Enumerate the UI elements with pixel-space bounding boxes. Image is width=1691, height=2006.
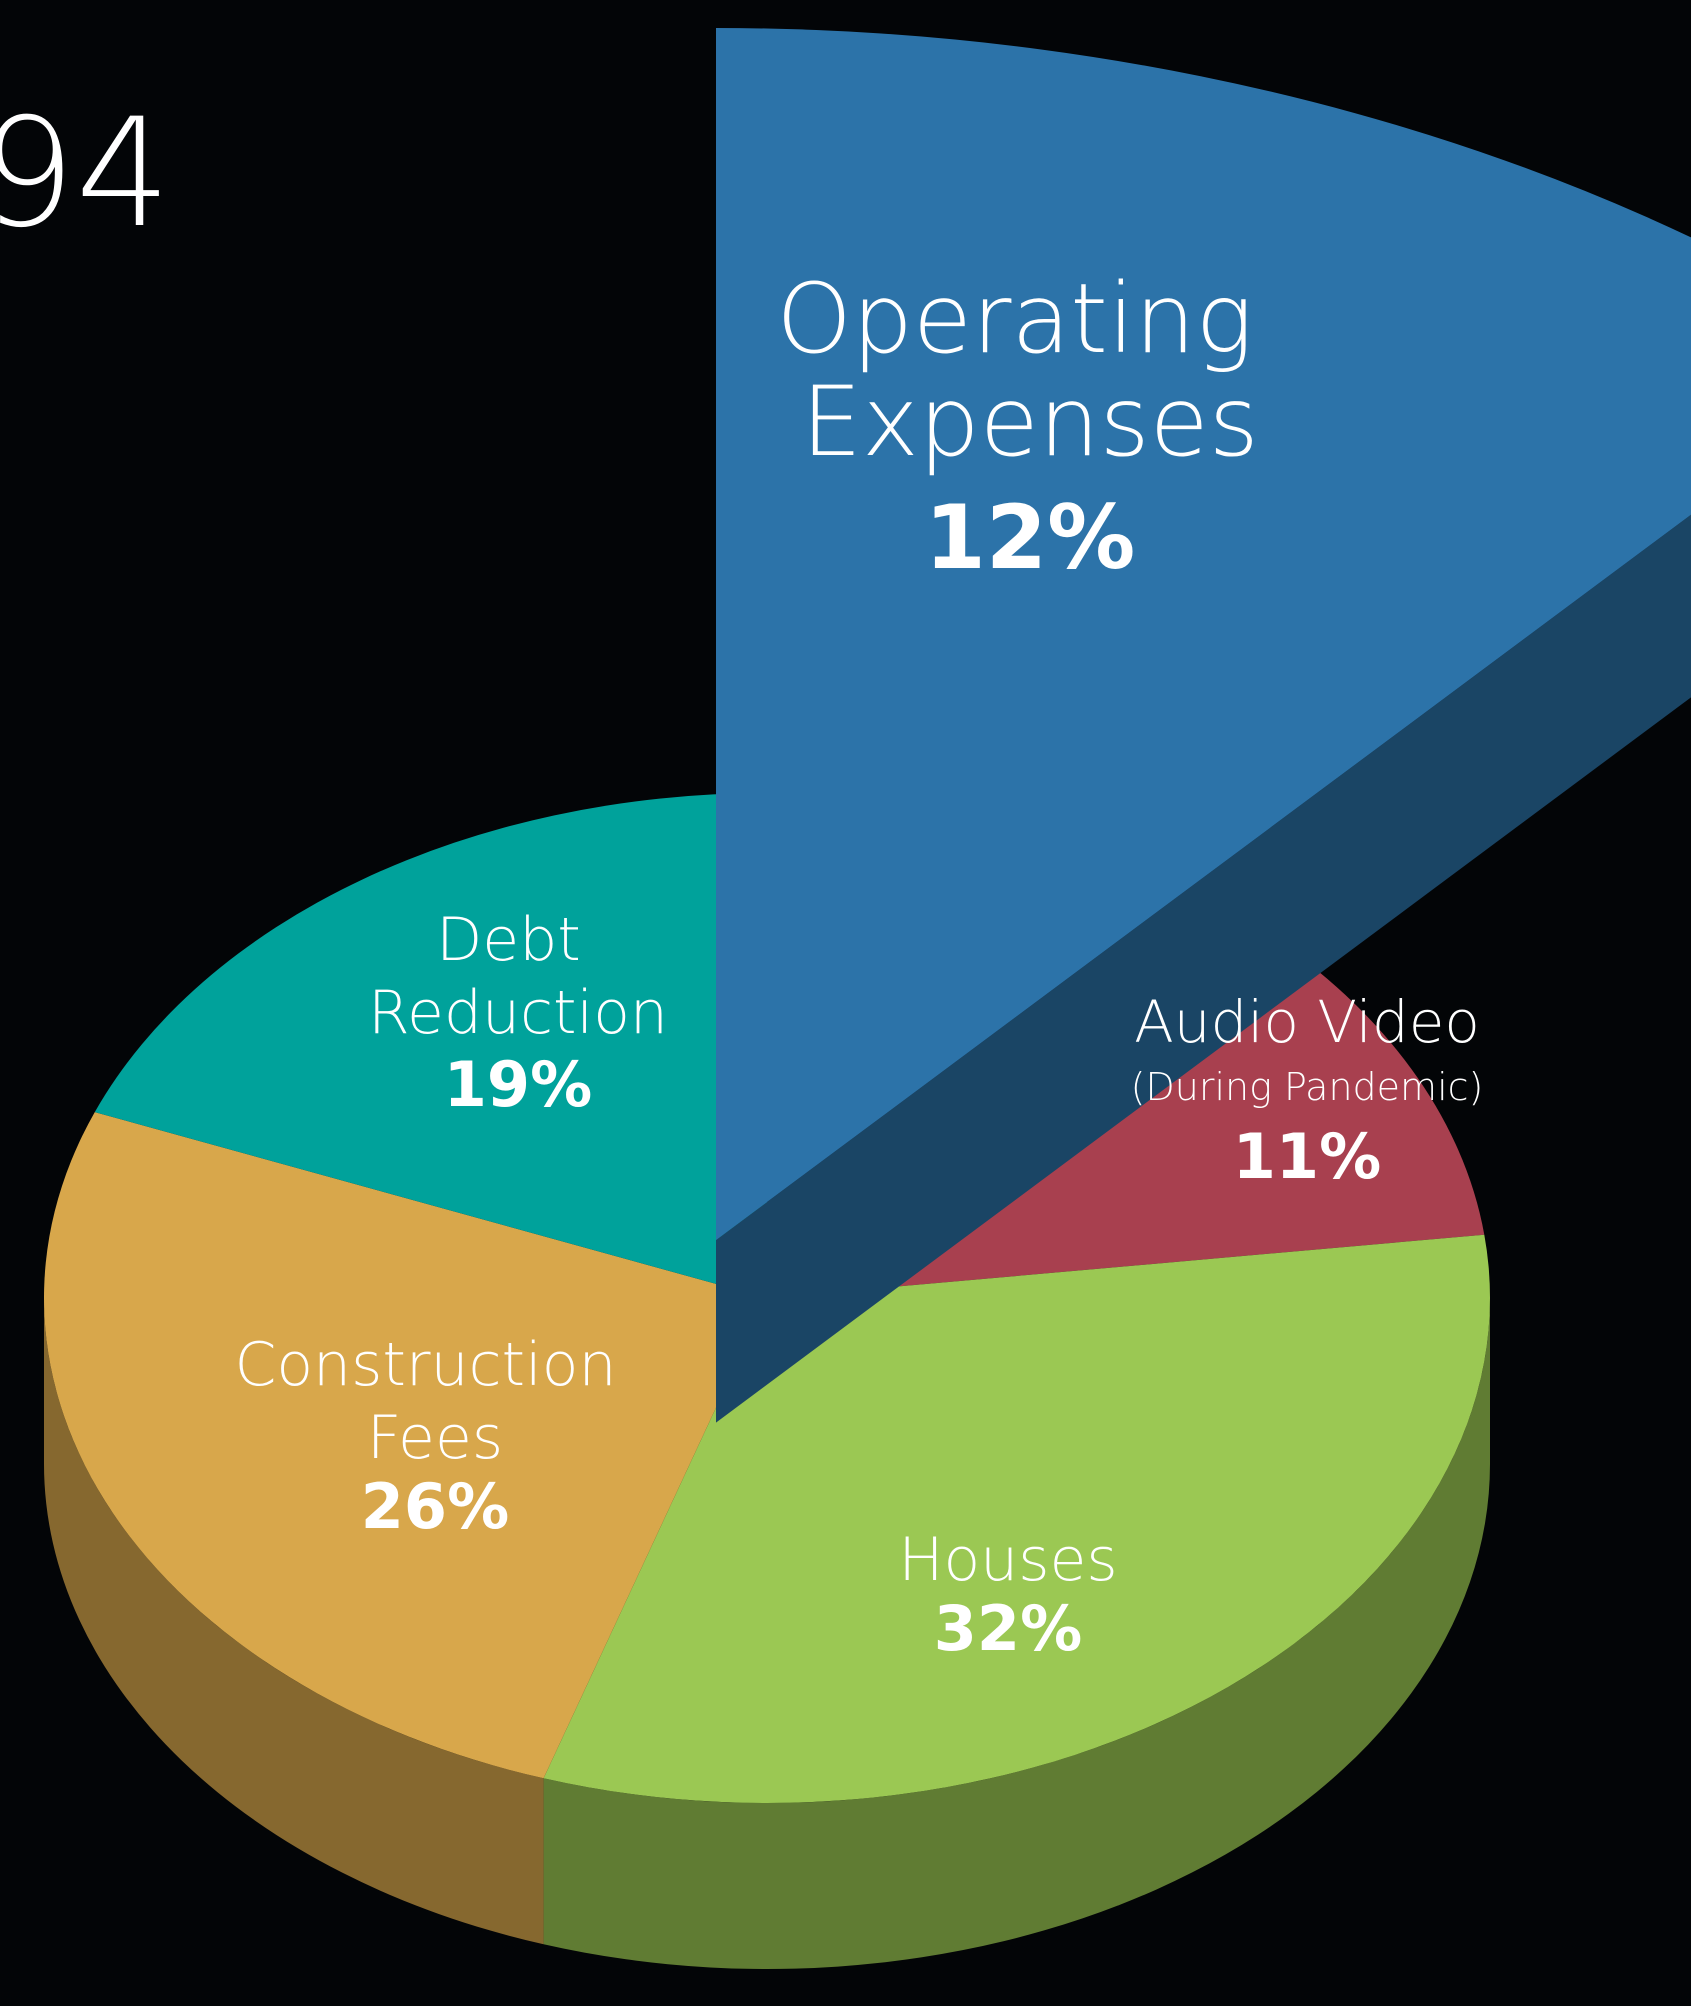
slice-side — [543, 1298, 1490, 1969]
slice — [543, 1234, 1490, 1803]
slice-label: Houses — [898, 1525, 1117, 1595]
value-label: 19% — [444, 1048, 592, 1121]
slice-label: Audio Video — [1134, 988, 1480, 1056]
value-label: 12% — [925, 486, 1136, 589]
slice-side — [44, 1298, 544, 1945]
slice — [44, 1112, 768, 1779]
slice-label: Debt Reduction — [368, 905, 668, 1048]
value-label: 11% — [1233, 1120, 1381, 1193]
slice-label: Construction Fees — [234, 1330, 635, 1473]
value-label: 32% — [934, 1592, 1082, 1665]
slice — [94, 793, 767, 1298]
slice — [716, 28, 1691, 1240]
slice-side — [716, 514, 1691, 1423]
annotation: (During Pandemic) — [1131, 1065, 1484, 1109]
slice-label: Operating Expenses — [776, 263, 1283, 478]
value-label: 26% — [361, 1470, 509, 1543]
chart-title: 94 — [0, 87, 171, 261]
